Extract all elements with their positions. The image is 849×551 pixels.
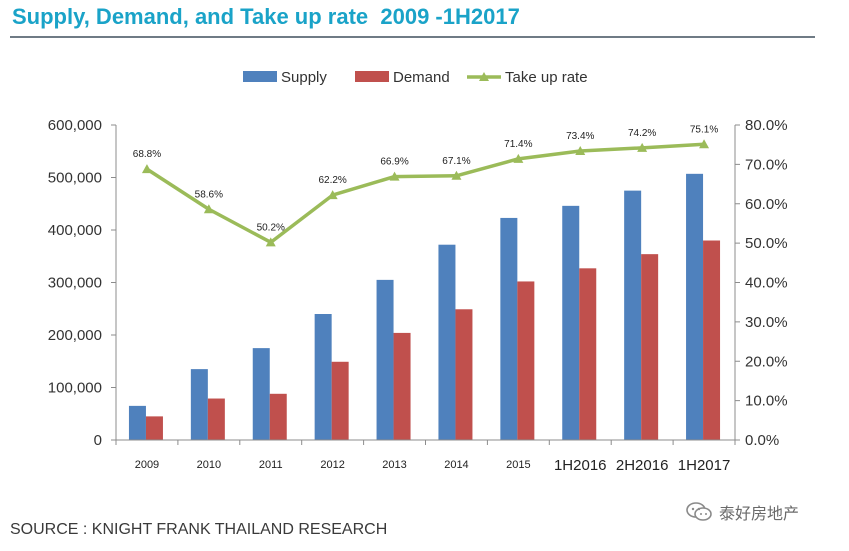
y-left-tick-label: 400,000 (48, 222, 102, 239)
bar-demand (517, 281, 535, 440)
bar-demand (641, 254, 659, 440)
bar-demand (269, 393, 287, 440)
source-note: SOURCE : KNIGHT FRANK THAILAND RESEARCH (10, 521, 388, 538)
y-right-tick-label: 80.0% (745, 117, 788, 134)
y-right-tick-label: 10.0% (745, 393, 788, 410)
point-take-up-rate (389, 171, 400, 181)
bar-supply (500, 217, 518, 440)
bar-demand (207, 398, 225, 440)
data-label-take-up-rate: 71.4% (504, 139, 532, 150)
bar-demand (455, 309, 473, 440)
bar-demand (703, 240, 721, 440)
point-take-up-rate (327, 190, 338, 200)
point-take-up-rate (575, 145, 586, 155)
bar-supply (438, 244, 456, 440)
data-label-take-up-rate: 66.9% (380, 157, 408, 168)
data-label-take-up-rate: 58.6% (195, 189, 223, 200)
y-right-tick-label: 0.0% (745, 432, 779, 449)
point-take-up-rate (451, 170, 462, 180)
bar-demand (393, 332, 411, 440)
y-left-tick-label: 500,000 (48, 170, 102, 187)
watermark: 泰好房地产 (685, 500, 799, 524)
bar-supply (128, 405, 146, 440)
y-right-tick-label: 20.0% (745, 353, 788, 370)
y-left-tick-label: 300,000 (48, 275, 102, 292)
point-take-up-rate (141, 164, 152, 174)
data-label-take-up-rate: 67.1% (442, 156, 470, 167)
point-take-up-rate (203, 204, 214, 214)
y-left-tick-label: 200,000 (48, 327, 102, 344)
data-label-take-up-rate: 50.2% (257, 222, 285, 233)
x-tick-label: 1H2017 (678, 457, 731, 474)
data-label-take-up-rate: 68.8% (133, 149, 161, 160)
bar-supply (252, 348, 270, 440)
point-take-up-rate (265, 237, 276, 247)
x-tick-label: 2015 (506, 459, 530, 471)
x-tick-label: 2012 (320, 459, 344, 471)
data-label-take-up-rate: 75.1% (690, 124, 718, 135)
wechat-icon (686, 502, 712, 521)
bar-demand (145, 416, 163, 440)
x-tick-label: 2013 (382, 459, 406, 471)
x-tick-label: 1H2016 (554, 457, 607, 474)
data-label-take-up-rate: 73.4% (566, 131, 594, 142)
y-right-tick-label: 60.0% (745, 196, 788, 213)
x-tick-label: 2010 (197, 459, 221, 471)
point-take-up-rate (513, 153, 524, 163)
x-tick-label: 2009 (135, 459, 159, 471)
watermark-text: 泰好房地产 (719, 504, 800, 523)
point-take-up-rate (699, 139, 710, 149)
legend-label-demand: Demand (393, 69, 450, 86)
y-right-tick-label: 40.0% (745, 275, 788, 292)
data-label-take-up-rate: 74.2% (628, 128, 656, 139)
y-right-tick-label: 50.0% (745, 235, 788, 252)
bar-supply (562, 205, 580, 440)
bar-supply (624, 190, 642, 440)
y-right-tick-label: 30.0% (745, 314, 788, 331)
x-tick-label: 2014 (444, 459, 468, 471)
x-tick-label: 2H2016 (616, 457, 669, 474)
legend-label-take-up-rate: Take up rate (505, 69, 588, 86)
data-label-take-up-rate: 62.2% (318, 175, 346, 186)
bar-supply (190, 369, 208, 440)
legend-swatch-supply (243, 71, 277, 82)
legend-label-supply: Supply (281, 69, 327, 86)
y-left-tick-label: 100,000 (48, 380, 102, 397)
bar-supply (314, 314, 332, 440)
chart-title: Supply, Demand, and Take up rate 2009 -1… (12, 4, 520, 29)
bar-supply (686, 173, 704, 440)
x-tick-label: 2011 (259, 459, 283, 471)
y-left-tick-label: 600,000 (48, 117, 102, 134)
bar-demand (579, 268, 597, 440)
bar-demand (331, 361, 349, 440)
legend-swatch-demand (355, 71, 389, 82)
legend-marker-take-up-rate (479, 72, 489, 81)
y-right-tick-label: 70.0% (745, 156, 788, 173)
y-left-tick-label: 0 (94, 432, 102, 449)
title-divider (10, 36, 815, 38)
bar-supply (376, 279, 394, 440)
point-take-up-rate (637, 142, 648, 152)
line-take-up-rate (145, 142, 705, 245)
